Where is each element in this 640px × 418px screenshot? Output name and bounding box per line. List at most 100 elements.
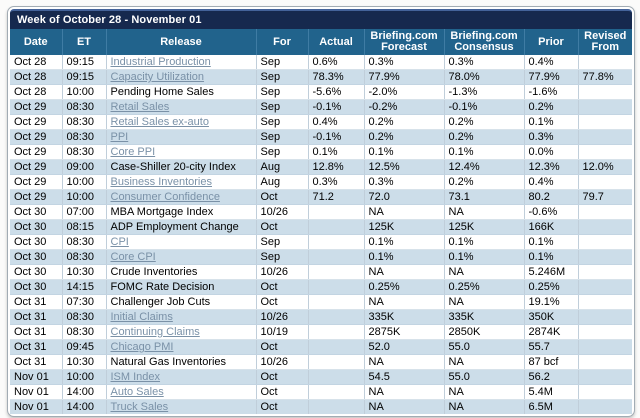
table-row: Oct 31 09:45 Chicago PMI Oct 52.0 55.0 55.7	[10, 339, 632, 355]
actual-cell	[308, 219, 365, 235]
forecast-cell: 2875K	[364, 324, 445, 340]
release-link[interactable]: Truck Sales	[110, 401, 169, 413]
for-cell: Sep	[256, 84, 309, 100]
consensus-cell: -0.1%	[444, 99, 525, 115]
revised-from-cell	[578, 174, 632, 190]
consensus-cell: 0.2%	[444, 129, 525, 145]
release-link[interactable]: Auto Sales	[110, 386, 164, 398]
date-cell: Nov 01	[10, 369, 63, 385]
release-cell: Initial Claims	[106, 309, 257, 325]
date-cell: Oct 29	[10, 159, 63, 175]
revised-from-cell	[578, 279, 632, 295]
et-cell: 08:30	[62, 114, 107, 130]
et-cell: 08:30	[62, 249, 107, 265]
release-link[interactable]: Capacity Utilization	[110, 71, 205, 83]
table-row: Oct 30 07:00 MBA Mortgage Index 10/26 NA NA -0…	[10, 204, 632, 220]
actual-cell	[308, 309, 365, 325]
consensus-cell: NA	[444, 204, 525, 220]
forecast-cell: 335K	[364, 309, 445, 325]
col-header-briefing-consensus: Briefing.com Consensus	[444, 29, 525, 55]
release-cell: ISM Index	[106, 369, 257, 385]
release-cell: Truck Sales	[106, 399, 257, 414]
revised-from-cell	[578, 294, 632, 310]
actual-cell	[308, 339, 365, 355]
release-link[interactable]: Core CPI	[110, 251, 156, 263]
prior-cell: -0.6%	[524, 204, 579, 220]
et-cell: 08:30	[62, 99, 107, 115]
release-link[interactable]: CPI	[110, 236, 129, 248]
release-link[interactable]: ISM Index	[110, 371, 161, 383]
date-cell: Oct 31	[10, 354, 63, 370]
calendar-rows: Oct 28 09:15 Industrial Production Sep 0.6% 0…	[10, 55, 632, 414]
consensus-cell: NA	[444, 384, 525, 400]
release-cell: Continuing Claims	[106, 324, 257, 340]
table-row: Oct 28 09:15 Capacity Utilization Sep 78.3% 7…	[10, 69, 632, 85]
forecast-cell: 0.1%	[364, 144, 445, 160]
date-cell: Oct 30	[10, 234, 63, 250]
forecast-cell: 0.2%	[364, 114, 445, 130]
for-cell: Sep	[256, 55, 309, 70]
economic-calendar-widget: Week of October 28 - November 01 Date ET…	[7, 6, 635, 417]
forecast-cell: NA	[364, 399, 445, 414]
release-cell: Capacity Utilization	[106, 69, 257, 85]
col-header-for: For	[256, 29, 309, 55]
date-cell: Oct 31	[10, 339, 63, 355]
release-link[interactable]: Chicago PMI	[110, 341, 174, 353]
forecast-cell: NA	[364, 354, 445, 370]
forecast-cell: 77.9%	[364, 69, 445, 85]
date-cell: Oct 29	[10, 189, 63, 205]
actual-cell	[308, 249, 365, 265]
consensus-cell: NA	[444, 399, 525, 414]
release-cell: Core PPI	[106, 144, 257, 160]
release-link[interactable]: PPI	[110, 131, 129, 143]
table-row: Oct 30 10:30 Crude Inventories 10/26 NA NA 5.2…	[10, 264, 632, 280]
release-cell: MBA Mortgage Index	[106, 204, 257, 220]
table-row: Oct 30 08:15 ADP Employment Change Oct 125K 1…	[10, 219, 632, 235]
prior-cell: 2874K	[524, 324, 579, 340]
table-row: Oct 29 08:30 Retail Sales ex-auto Sep 0.4% 0.…	[10, 114, 632, 130]
release-link[interactable]: Initial Claims	[110, 311, 173, 323]
et-cell: 10:30	[62, 264, 107, 280]
table-row: Oct 29 10:00 Business Inventories Aug 0.3% 0.…	[10, 174, 632, 190]
actual-cell: 0.1%	[308, 144, 365, 160]
release-link[interactable]: Retail Sales ex-auto	[110, 116, 209, 128]
prior-cell: 56.2	[524, 369, 579, 385]
actual-cell: 0.3%	[308, 174, 365, 190]
for-cell: Sep	[256, 69, 309, 85]
date-cell: Oct 31	[10, 324, 63, 340]
release-link[interactable]: Consumer Confidence	[110, 191, 220, 203]
revised-from-cell: 77.8%	[578, 69, 632, 85]
release-link[interactable]: Industrial Production	[110, 56, 211, 68]
release-cell: Chicago PMI	[106, 339, 257, 355]
revised-from-cell: 12.0%	[578, 159, 632, 175]
et-cell: 14:15	[62, 279, 107, 295]
release-link[interactable]: Continuing Claims	[110, 326, 200, 338]
et-cell: 08:30	[62, 129, 107, 145]
for-cell: Aug	[256, 174, 309, 190]
release-cell: Auto Sales	[106, 384, 257, 400]
et-cell: 07:00	[62, 204, 107, 220]
calendar-week-title: Week of October 28 - November 01	[10, 9, 632, 29]
et-cell: 09:45	[62, 339, 107, 355]
col-header-release: Release	[106, 29, 257, 55]
prior-cell: 0.4%	[524, 174, 579, 190]
actual-cell	[308, 279, 365, 295]
release-link[interactable]: Business Inventories	[110, 176, 213, 188]
et-cell: 08:30	[62, 234, 107, 250]
date-cell: Nov 01	[10, 399, 63, 414]
release-link[interactable]: Core PPI	[110, 146, 156, 158]
prior-cell: 80.2	[524, 189, 579, 205]
release-cell: PPI	[106, 129, 257, 145]
et-cell: 14:00	[62, 399, 107, 414]
table-row: Oct 30 08:30 CPI Sep 0.1% 0.1% 0.1%	[10, 234, 632, 250]
table-row: Oct 30 14:15 FOMC Rate Decision Oct 0.25% 0.2…	[10, 279, 632, 295]
release-cell: ADP Employment Change	[106, 219, 257, 235]
for-cell: Oct	[256, 279, 309, 295]
et-cell: 14:00	[62, 384, 107, 400]
economic-calendar-table: Date ET Release For Actual Briefing.com …	[10, 29, 632, 414]
release-link[interactable]: Retail Sales	[110, 101, 170, 113]
revised-from-cell	[578, 219, 632, 235]
for-cell: 10/26	[256, 264, 309, 280]
date-cell: Oct 31	[10, 309, 63, 325]
et-cell: 09:00	[62, 159, 107, 175]
